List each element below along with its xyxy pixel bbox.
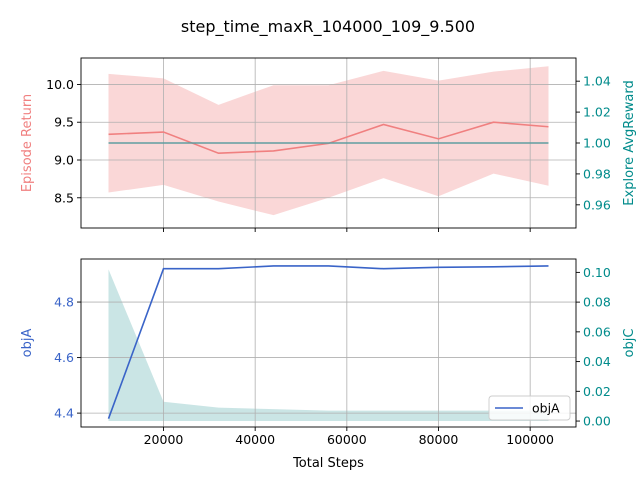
top-panel: 8.5 9.0 9.5 10.0 0.96 0.98 1.00 1.02 1.04 Episode… <box>20 57 637 232</box>
bottom-y-left-tick-label: 4.8 <box>54 295 74 310</box>
bottom-x-tick-label: 80000 <box>419 432 459 447</box>
bottom-y-right-tick-label: 0.06 <box>583 324 611 339</box>
top-y-left-label: Episode Return <box>20 94 35 192</box>
top-y-right-tick-label: 0.98 <box>583 166 611 181</box>
bottom-y-right-tick-label: 0.02 <box>583 384 611 399</box>
top-y-left-tick-label: 9.5 <box>54 115 74 130</box>
bottom-y-right-label: objC <box>622 329 637 358</box>
objA-line <box>107 265 549 419</box>
top-y-right-tick-label: 1.00 <box>583 136 611 151</box>
bottom-y-right-tick-label: 0.08 <box>583 295 611 310</box>
bottom-y-left-label: objA <box>20 329 35 358</box>
top-y-left-tick-label: 10.0 <box>46 77 74 92</box>
bottom-y-right-tick-label: 0.10 <box>583 265 611 280</box>
bottom-x-tick-label: 60000 <box>327 432 367 447</box>
top-y-right-label: Explore AvgReward <box>622 80 637 205</box>
bottom-objC-area <box>108 269 549 422</box>
bottom-y-right-tick-label: 0.00 <box>583 414 611 429</box>
legend-objA-label: objA <box>532 401 560 416</box>
bottom-x-tick-label: 40000 <box>235 432 275 447</box>
bottom-x-label: Total Steps <box>292 456 364 471</box>
top-y-right-tick-label: 1.02 <box>583 105 611 120</box>
legend-box <box>488 395 571 421</box>
bottom-y-right-tick-label: 0.04 <box>583 354 611 369</box>
bottom-x-tick-label: 20000 <box>144 432 184 447</box>
bottom-y-left-tick-label: 4.4 <box>54 406 74 421</box>
top-y-left-tick-label: 8.5 <box>54 190 74 205</box>
bottom-axes-frame <box>80 258 577 428</box>
figure-title: step_time_maxR_104000_109_9.500 <box>181 17 475 37</box>
bottom-y-left-tick-label: 4.6 <box>54 350 74 365</box>
top-y-right-tick-label: 0.96 <box>583 197 611 212</box>
top-y-right-tick-label: 1.04 <box>583 74 611 89</box>
bottom-x-tick-label: 100000 <box>506 432 554 447</box>
legend: objA <box>488 395 571 421</box>
top-y-left-tick-label: 9.0 <box>54 153 74 168</box>
bottom-panel: 20000 40000 60000 80000 100000 4.4 4.6 4.8 0.00 0… <box>20 258 637 471</box>
